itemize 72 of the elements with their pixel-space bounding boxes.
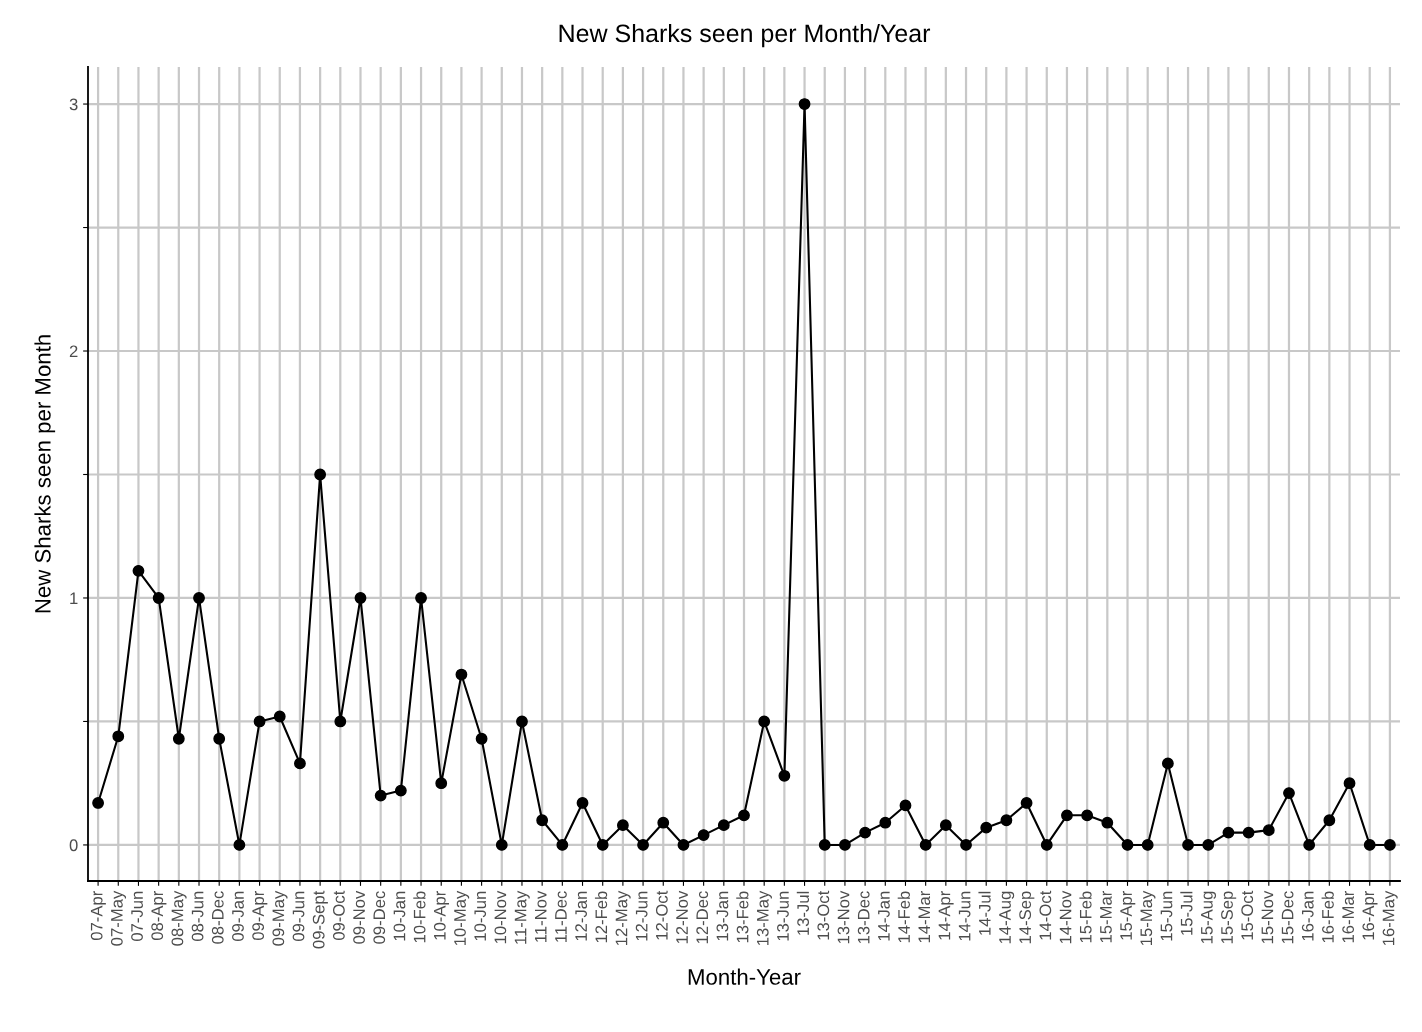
x-tick-label: 09-Nov (353, 890, 365, 944)
x-tick-label: 13-Feb (736, 891, 749, 943)
y-tick-label: 0 (69, 839, 78, 852)
x-tick-label: 10-Feb (413, 891, 426, 943)
x-tick-label: 13-Jun (777, 891, 789, 941)
x-tick-label: 13-Dec (857, 891, 870, 944)
x-tick-label: 08-May (171, 890, 187, 946)
x-tick-label: 13-Oct (817, 890, 830, 940)
x-tick-label: 14-Jul (978, 891, 991, 935)
x-tick-label: 15-Apr (1120, 891, 1136, 940)
x-tick-label: 12-Jan (575, 891, 587, 941)
x-axis-title: Month-Year (688, 968, 801, 985)
x-tick-label: 16-Jan (1301, 891, 1314, 941)
x-tick-label: 12-Dec (696, 891, 709, 944)
x-tick-label: 14-Jun (958, 891, 971, 941)
x-tick-label: 15-Feb (1079, 891, 1092, 943)
x-tick-label: 07-Jun (131, 891, 143, 942)
x-tick-label: 10-Nov (494, 890, 507, 944)
x-tick-label: 09-Oct (332, 890, 345, 941)
x-tick-label: 14-Sep (1019, 891, 1035, 944)
x-tick-label: 15-Nov (1261, 890, 1274, 944)
x-tick-label: 16-Feb (1321, 891, 1334, 943)
x-tick-label: 08-Dec (211, 891, 224, 944)
x-tick-label: 09-May (272, 890, 288, 946)
x-tick-label: 09-Dec (373, 891, 386, 944)
x-tick-label: 15-Dec (1281, 891, 1294, 944)
x-tick-label: 12-Nov (676, 890, 688, 944)
x-tick-label: 15-Jun (1160, 891, 1173, 941)
x-tick-label: 09-Apr (252, 891, 268, 941)
x-tick-label: 12-Oct (655, 890, 668, 940)
x-tick-label: 15-Sep (1221, 891, 1237, 944)
x-tick-label: 07-May (110, 890, 127, 946)
x-tick-label: 12-May (615, 890, 631, 946)
x-tick-label: 10-May (454, 890, 470, 946)
x-tick-label: 08-Jun (191, 891, 204, 942)
x-tick-label: 13-Nov (837, 890, 850, 944)
x-tick-label: 08-Apr (151, 891, 167, 941)
x-tick-label: 13-May (756, 890, 772, 946)
x-tick-label: 13-Jan (716, 891, 729, 941)
x-tick-label: 09-Jun (292, 891, 305, 942)
x-tick-label: 12-Jun (635, 891, 648, 941)
x-tick-label: 10-Jun (474, 891, 487, 941)
x-tick-label: 09-Jan (232, 891, 244, 942)
x-tick-label: 14-Feb (897, 891, 910, 943)
y-tick-label: 1 (70, 592, 78, 605)
x-tick-label: 16-Mar (1342, 890, 1355, 943)
x-tick-label: 15-Mar (1100, 890, 1112, 943)
chart-title: New Sharks seen per Month/Year (559, 23, 931, 48)
x-tick-label: 14-Mar (918, 890, 931, 943)
x-tick-label: 16-May (1382, 890, 1398, 946)
y-tick-label: 3 (69, 98, 78, 111)
x-tick-label: 11-Dec (555, 891, 567, 942)
x-tick-label: 15-Aug (1201, 891, 1217, 944)
x-tick-label: 14-Aug (999, 891, 1015, 944)
y-axis-title: New Sharks seen per Month (34, 335, 56, 613)
x-tick-label: 10-Jan (393, 891, 406, 941)
x-tick-label: 14-Apr (938, 891, 954, 940)
x-tick-label: 16-Apr (1362, 891, 1378, 940)
x-tick-label: 13-Jul (796, 891, 810, 935)
x-tick-label: 10-Apr (433, 891, 449, 940)
x-tick-label: 15-Oct (1241, 890, 1254, 940)
x-tick-label: 15-May (1140, 890, 1156, 946)
x-tick-label: 15-Jul (1180, 891, 1193, 935)
x-tick-label: 14-Jan (878, 891, 890, 941)
x-tick-label: 12-Feb (594, 891, 608, 943)
x-tick-label: 11-May (514, 890, 530, 944)
x-tick-label: 11-Nov (535, 890, 547, 942)
x-tick-label: 09-Sept (312, 890, 328, 949)
x-tick-label: 14-Oct (1039, 890, 1052, 940)
x-tick-label: 14-Nov (1059, 890, 1072, 944)
y-tick-label: 2 (69, 345, 78, 358)
x-tick-label: 07-Apr (90, 891, 106, 941)
